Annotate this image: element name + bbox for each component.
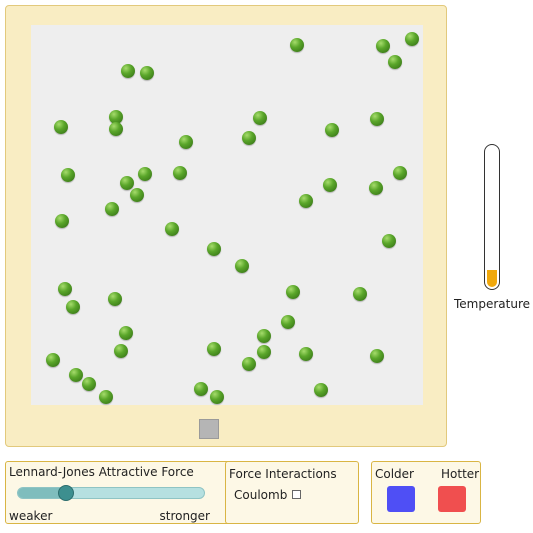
volume-handle[interactable]	[199, 419, 219, 439]
molecule	[109, 122, 123, 136]
colder-label: Colder	[375, 467, 414, 481]
hotter-button[interactable]	[438, 486, 466, 512]
molecule	[173, 166, 187, 180]
molecule	[66, 300, 80, 314]
molecule	[138, 167, 152, 181]
molecule	[121, 64, 135, 78]
molecule	[210, 390, 224, 404]
molecule	[376, 39, 390, 53]
molecule	[109, 110, 123, 124]
molecule	[207, 242, 221, 256]
molecule	[54, 120, 68, 134]
molecule	[257, 345, 271, 359]
molecule	[314, 383, 328, 397]
molecule	[108, 292, 122, 306]
molecule	[114, 344, 128, 358]
force-interactions-title: Force Interactions	[229, 467, 337, 481]
temperature-label: Temperature	[454, 297, 531, 311]
molecule	[257, 329, 271, 343]
molecule	[286, 285, 300, 299]
force-interactions-panel: Force Interactions Coulomb	[225, 461, 359, 524]
molecule	[119, 326, 133, 340]
molecule	[299, 194, 313, 208]
molecule	[235, 259, 249, 273]
molecule	[61, 168, 75, 182]
molecule	[242, 131, 256, 145]
molecule	[290, 38, 304, 52]
thermometer	[484, 144, 500, 290]
molecule	[58, 282, 72, 296]
molecule	[369, 181, 383, 195]
molecule	[325, 123, 339, 137]
molecule	[46, 353, 60, 367]
molecule	[353, 287, 367, 301]
attraction-slider-fill	[18, 488, 67, 498]
attraction-slider-track[interactable]	[17, 487, 205, 499]
molecule	[82, 377, 96, 391]
molecule	[140, 66, 154, 80]
molecule	[130, 188, 144, 202]
attraction-slider-knob[interactable]	[57, 485, 74, 501]
molecule	[405, 32, 419, 46]
molecule	[242, 357, 256, 371]
molecule	[207, 342, 221, 356]
molecule	[194, 382, 208, 396]
molecule	[382, 234, 396, 248]
molecule	[299, 347, 313, 361]
molecule	[253, 111, 267, 125]
molecule	[370, 349, 384, 363]
molecule	[281, 315, 295, 329]
coulomb-label: Coulomb	[234, 488, 288, 502]
molecule	[388, 55, 402, 69]
lennard-jones-panel: Lennard-Jones Attractive Force weaker st…	[5, 461, 242, 524]
molecule	[55, 214, 69, 228]
molecule	[323, 178, 337, 192]
molecule	[99, 390, 113, 404]
heat-cool-panel: Colder Hotter	[371, 461, 481, 524]
hotter-label: Hotter	[441, 467, 480, 481]
molecule	[120, 176, 134, 190]
molecule	[179, 135, 193, 149]
coulomb-checkbox[interactable]	[292, 490, 301, 499]
simulation-area	[31, 25, 423, 405]
molecule	[393, 166, 407, 180]
molecule	[165, 222, 179, 236]
thermometer-fill	[487, 269, 497, 287]
molecule	[69, 368, 83, 382]
lennard-jones-title: Lennard-Jones Attractive Force	[9, 465, 194, 479]
weaker-label: weaker	[9, 509, 53, 523]
molecule	[105, 202, 119, 216]
colder-button[interactable]	[387, 486, 415, 512]
molecule	[370, 112, 384, 126]
stronger-label: stronger	[159, 509, 210, 523]
